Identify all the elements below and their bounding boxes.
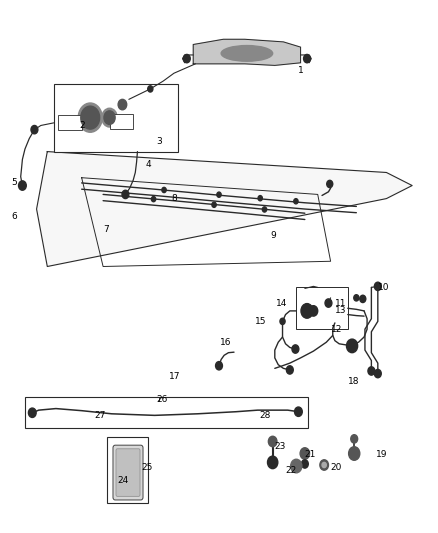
Polygon shape <box>37 151 412 266</box>
Text: 11: 11 <box>335 298 346 308</box>
Circle shape <box>374 369 381 378</box>
Text: 26: 26 <box>157 395 168 404</box>
Text: 7: 7 <box>103 225 109 235</box>
Text: 5: 5 <box>11 179 17 188</box>
Circle shape <box>322 463 326 467</box>
Text: 25: 25 <box>142 463 153 472</box>
Circle shape <box>28 408 36 417</box>
Text: 16: 16 <box>220 338 232 347</box>
Circle shape <box>31 125 38 134</box>
Circle shape <box>81 106 100 129</box>
Circle shape <box>148 86 153 92</box>
Circle shape <box>327 180 333 188</box>
Circle shape <box>184 54 190 63</box>
Circle shape <box>301 460 308 468</box>
Circle shape <box>300 448 310 459</box>
Bar <box>25 397 308 429</box>
Circle shape <box>122 190 129 199</box>
Text: 14: 14 <box>276 298 288 308</box>
Circle shape <box>78 103 102 132</box>
Text: 23: 23 <box>275 442 286 451</box>
Circle shape <box>354 295 359 301</box>
Circle shape <box>349 447 360 461</box>
Text: 12: 12 <box>331 325 342 334</box>
Text: 20: 20 <box>331 463 342 472</box>
Polygon shape <box>193 39 300 66</box>
Circle shape <box>320 460 328 470</box>
Circle shape <box>217 192 221 197</box>
Circle shape <box>294 407 302 416</box>
Circle shape <box>368 367 375 375</box>
Circle shape <box>304 54 311 63</box>
Text: 1: 1 <box>298 66 304 75</box>
Circle shape <box>325 299 332 307</box>
Text: 17: 17 <box>169 372 180 381</box>
Bar <box>107 437 148 503</box>
Ellipse shape <box>221 45 272 61</box>
Circle shape <box>294 199 298 204</box>
Circle shape <box>212 202 216 207</box>
Text: 9: 9 <box>271 231 276 240</box>
Circle shape <box>286 366 293 374</box>
Circle shape <box>104 111 115 124</box>
Bar <box>54 84 178 151</box>
Bar <box>110 115 133 129</box>
Circle shape <box>351 435 358 443</box>
Circle shape <box>268 436 277 447</box>
FancyBboxPatch shape <box>113 445 143 500</box>
Circle shape <box>360 295 366 303</box>
Text: 21: 21 <box>305 450 316 459</box>
Text: 27: 27 <box>95 411 106 420</box>
Text: 10: 10 <box>378 283 389 292</box>
Text: 8: 8 <box>172 194 177 203</box>
Text: 13: 13 <box>335 306 346 316</box>
Text: 18: 18 <box>348 377 359 386</box>
Circle shape <box>280 318 285 325</box>
Bar <box>58 115 81 130</box>
Text: 3: 3 <box>157 136 162 146</box>
Circle shape <box>262 207 267 212</box>
Circle shape <box>374 282 381 290</box>
Text: 4: 4 <box>146 160 152 169</box>
Circle shape <box>301 304 313 318</box>
Bar <box>296 287 348 329</box>
Circle shape <box>309 306 318 316</box>
FancyBboxPatch shape <box>116 449 140 496</box>
Circle shape <box>118 99 127 110</box>
Circle shape <box>152 197 155 201</box>
Text: 15: 15 <box>255 317 266 326</box>
Circle shape <box>258 196 262 201</box>
Circle shape <box>18 181 26 190</box>
Text: 19: 19 <box>376 450 387 459</box>
Text: 22: 22 <box>285 466 296 475</box>
Circle shape <box>162 188 166 192</box>
Text: 2: 2 <box>79 121 85 130</box>
Circle shape <box>292 345 299 353</box>
Text: 28: 28 <box>259 411 271 420</box>
Text: 6: 6 <box>11 212 17 221</box>
Circle shape <box>102 108 117 127</box>
Text: 24: 24 <box>118 476 129 485</box>
Circle shape <box>268 456 278 469</box>
Circle shape <box>291 459 302 473</box>
Circle shape <box>215 361 223 370</box>
Circle shape <box>346 339 358 353</box>
